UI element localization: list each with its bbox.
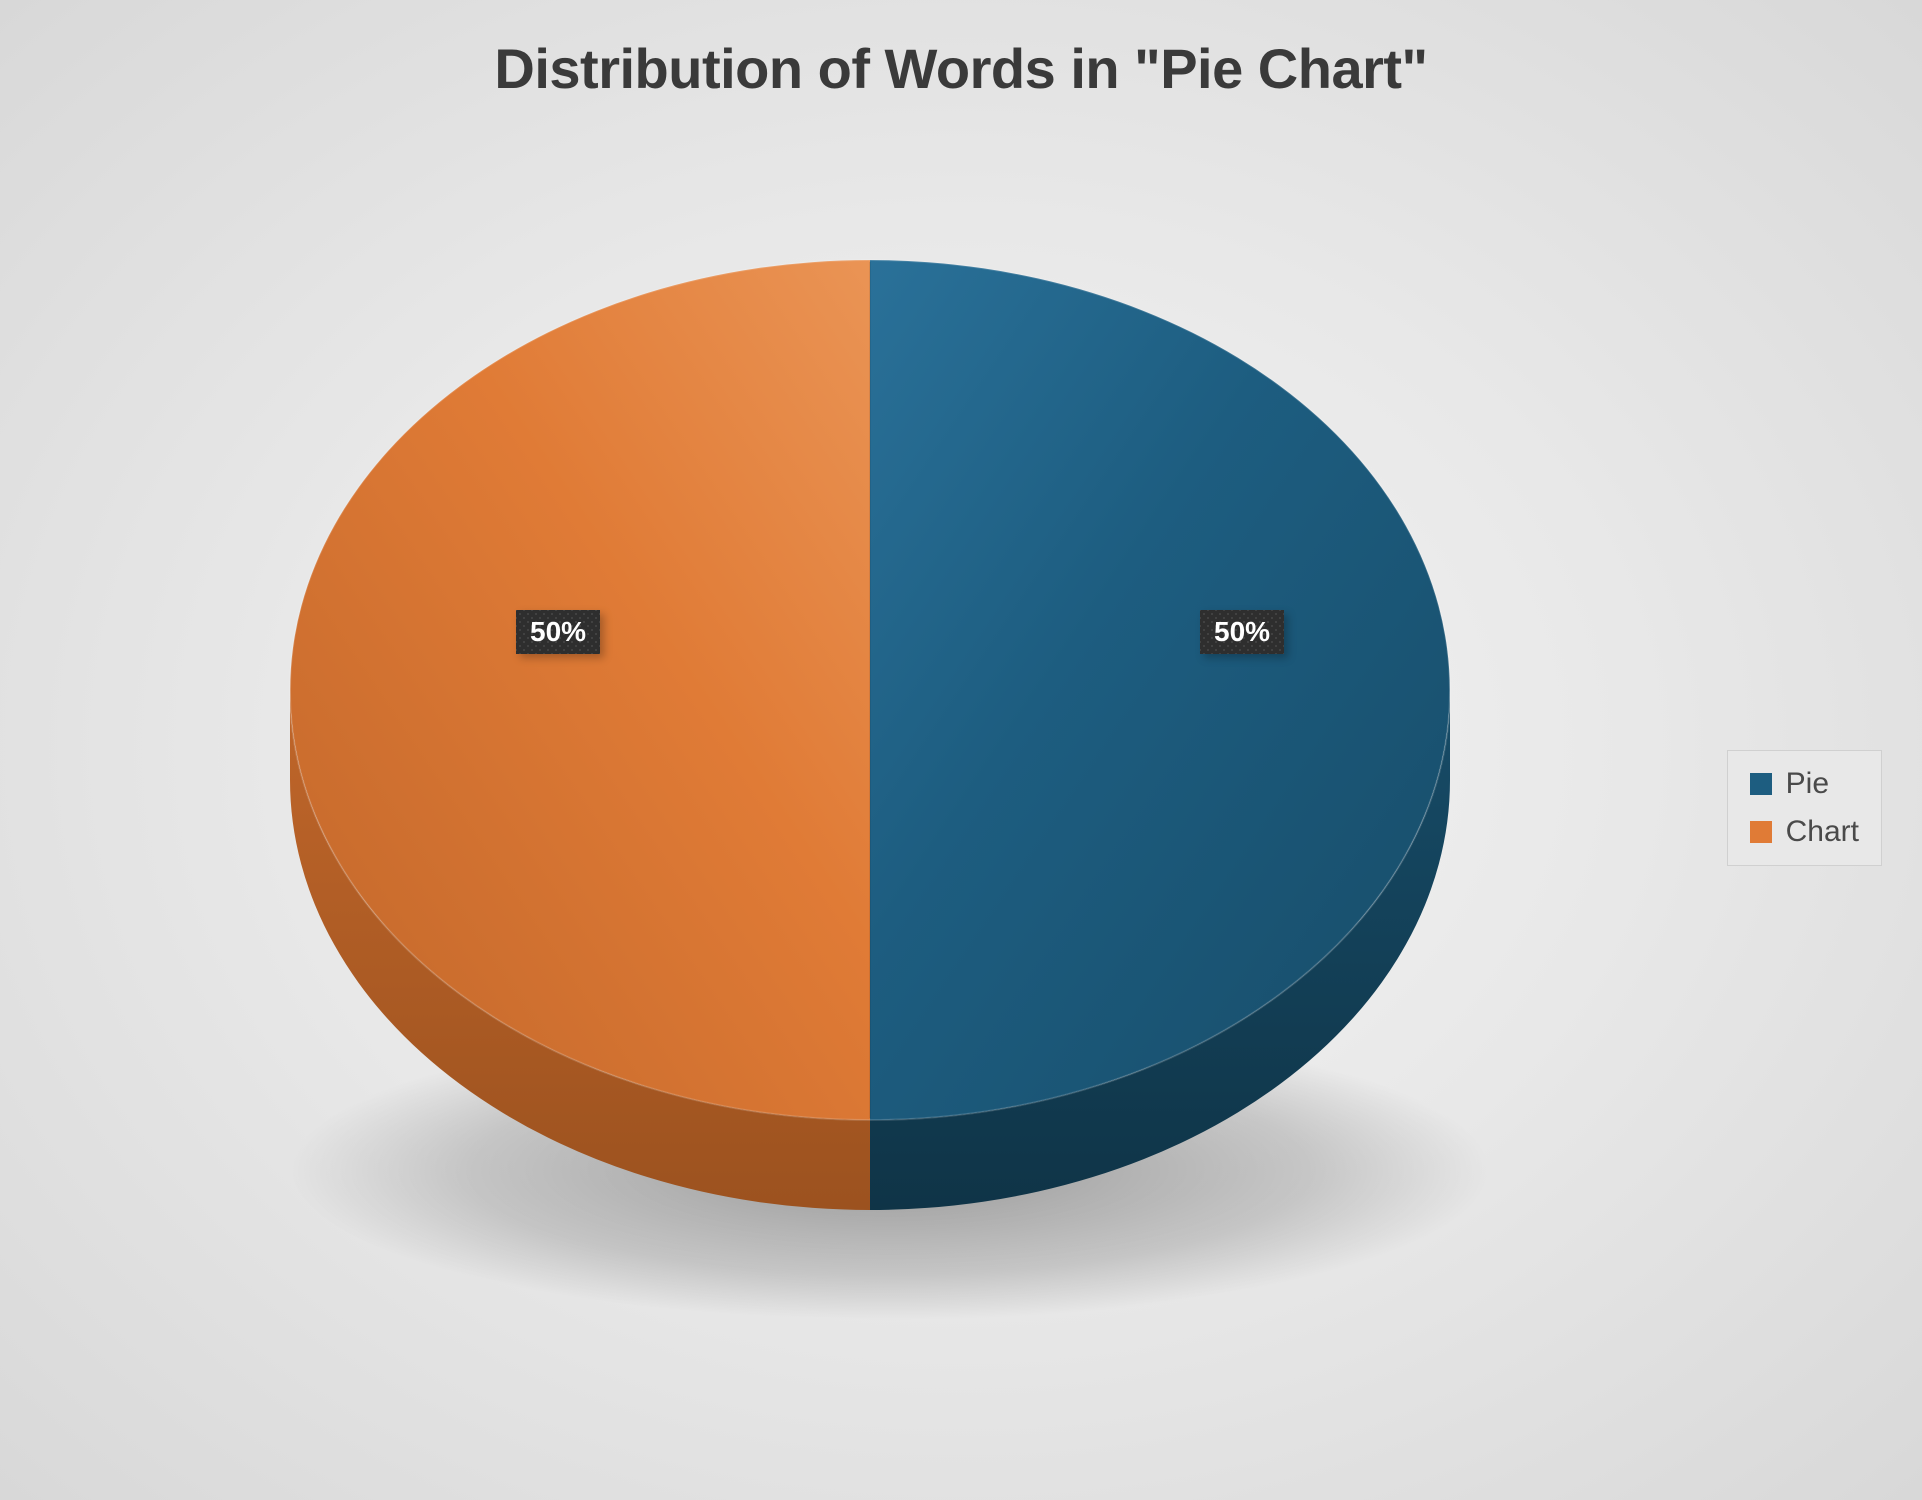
data-label-chart: 50% <box>516 610 600 654</box>
chart-title: Distribution of Words in "Pie Chart" <box>494 36 1427 101</box>
legend-swatch-pie <box>1750 773 1772 795</box>
pie-chart: 50% 50% <box>230 150 1530 1450</box>
legend: Pie Chart <box>1727 750 1882 866</box>
legend-label-pie: Pie <box>1786 767 1829 801</box>
legend-swatch-chart <box>1750 821 1772 843</box>
pie-chart-svg <box>230 150 1530 1450</box>
data-label-pie: 50% <box>1200 610 1284 654</box>
legend-label-chart: Chart <box>1786 815 1859 849</box>
legend-item-chart: Chart <box>1750 815 1859 849</box>
legend-item-pie: Pie <box>1750 767 1859 801</box>
